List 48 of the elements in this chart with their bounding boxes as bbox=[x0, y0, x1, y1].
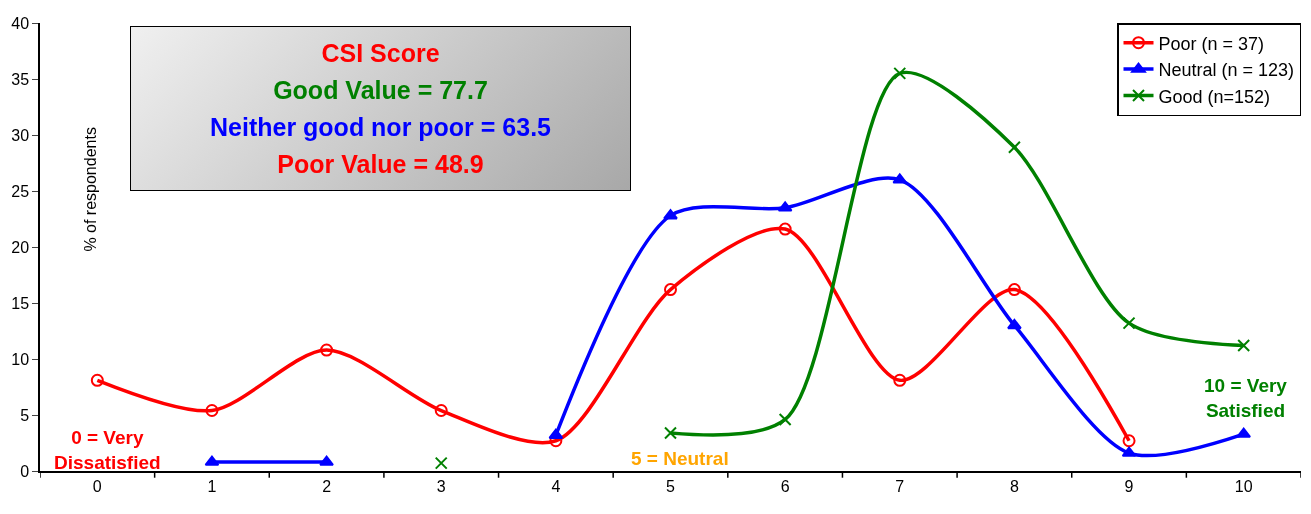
point bbox=[1237, 339, 1251, 353]
annotation: 0 = Very Dissatisfied bbox=[54, 427, 161, 473]
point bbox=[664, 426, 677, 440]
y-tick-label: 0 bbox=[20, 462, 30, 480]
point bbox=[664, 283, 677, 297]
x-tick-label: 9 bbox=[1124, 477, 1134, 495]
y-axis-title: % of respondents bbox=[82, 127, 100, 252]
legend-label: Good (n=152) bbox=[1158, 86, 1271, 107]
y-tick-label: 20 bbox=[11, 238, 30, 256]
y-tick-label: 30 bbox=[11, 126, 30, 144]
point bbox=[320, 343, 334, 357]
point bbox=[1122, 434, 1136, 448]
annotation: Neither good nor poor = 63.5 bbox=[209, 112, 552, 143]
annotation: Poor Value = 48.9 bbox=[276, 149, 485, 180]
point bbox=[1007, 283, 1021, 297]
y-tick-label: 10 bbox=[11, 350, 30, 368]
x-tick-label: 8 bbox=[1009, 477, 1019, 495]
point bbox=[434, 404, 448, 418]
point bbox=[90, 373, 104, 387]
x-tick-label: 7 bbox=[895, 477, 905, 495]
point bbox=[319, 455, 334, 466]
point bbox=[778, 222, 792, 236]
legend-label: Poor (n = 37) bbox=[1158, 33, 1265, 54]
point bbox=[893, 66, 907, 80]
point bbox=[663, 209, 678, 220]
x-tick-label: 1 bbox=[207, 477, 217, 495]
x-tick-label: 5 bbox=[666, 477, 676, 495]
y-tick-label: 15 bbox=[11, 294, 30, 312]
x-tick-label: 4 bbox=[551, 477, 561, 495]
annotation: Good Value = 77.7 bbox=[272, 75, 489, 106]
annotation: CSI Score bbox=[320, 38, 441, 69]
legend-label: Neutral (n = 123) bbox=[1158, 60, 1295, 81]
point bbox=[1122, 316, 1136, 330]
x-tick-label: 6 bbox=[780, 477, 790, 495]
point bbox=[434, 456, 448, 470]
x-tick-label: 0 bbox=[92, 477, 102, 495]
point bbox=[1007, 318, 1022, 330]
point bbox=[893, 373, 907, 387]
point bbox=[205, 404, 219, 418]
y-tick-label: 25 bbox=[11, 182, 30, 200]
x-tick-label: 10 bbox=[1234, 477, 1253, 495]
x-tick-label: 2 bbox=[322, 477, 332, 495]
y-tick-label: 35 bbox=[11, 70, 30, 88]
x-tick-label: 3 bbox=[436, 477, 446, 495]
y-tick-label: 5 bbox=[20, 406, 30, 424]
annotation: 10 = Very Satisfied bbox=[1204, 375, 1288, 421]
annotation: 5 = Neutral bbox=[631, 448, 729, 469]
y-tick-label: 40 bbox=[11, 14, 30, 32]
